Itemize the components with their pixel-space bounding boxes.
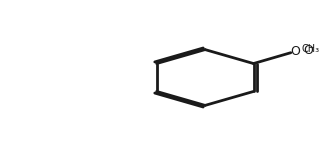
Text: CH₃: CH₃ — [302, 44, 320, 54]
Text: O: O — [303, 44, 313, 57]
Text: O: O — [291, 45, 300, 58]
